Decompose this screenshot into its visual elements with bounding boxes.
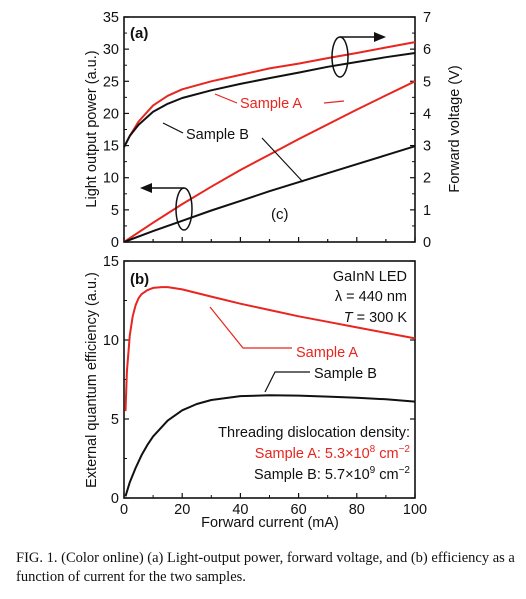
panel-a-right-tick-label: 3 [423,139,431,155]
panel-a-annotation: (c) [271,206,289,223]
panel-a-leader-b-voltage [261,137,304,183]
x-axis-title: Forward current (mA) [201,515,339,531]
panel-a-right-tick-label: 4 [423,106,431,122]
series-line-sample-b-efficiency [124,394,416,497]
panel-b-y-tick-label: 0 [111,491,119,507]
panel-a-leader-a-power [214,93,238,104]
panel-a-left-tick-label: 35 [103,10,119,26]
panel-b-leader-sample-a [209,306,292,349]
panel-a-left-tick-label: 30 [103,42,119,58]
x-tick-label: 60 [291,502,307,518]
series-line-sample-b-light-output-power [123,145,416,243]
series-line-sample-a-light-output-power [123,80,416,243]
panel-a-right-axis-title: Forward voltage (V) [447,65,463,192]
series-line-sample-b-forward-voltage [123,52,416,148]
x-tick-label: 20 [174,502,190,518]
panel-a-leader-a-voltage [323,100,345,104]
panel-b: 0 5 10 15 0 20 40 60 80 100 (b) External quantum… [84,254,427,531]
panel-b-y-tick-label: 10 [103,333,119,349]
panel-a-legend-sample-b: Sample B [186,127,249,143]
tdd-sample-a: Sample A: 5.3×108 cm−2 [255,444,411,462]
panel-a-legend-sample-a: Sample A [240,96,302,112]
figure: 0 5 10 15 20 25 30 35 0 1 2 3 4 5 6 7 (a) (c) Light ou… [84,10,463,531]
panel-a-left-tick-label: 15 [103,139,119,155]
wavelength-label: λ = 440 nm [335,289,407,305]
panel-a-right-tick-label: 2 [423,171,431,187]
panel-a-left-axis-ticks: 0 5 10 15 20 25 30 35 [103,10,129,251]
x-tick-label: 100 [403,502,427,518]
panel-a-label: (a) [130,25,148,42]
left-axis-indicator-arrow [140,183,193,231]
series-line-sample-a-forward-voltage [123,41,416,148]
figure-caption: FIG. 1. (Color online) (a) Light-output … [16,550,515,585]
temperature-label: T = 300 K [344,310,408,326]
panel-b-label: (b) [130,271,149,288]
panel-b-series [124,286,416,497]
panel-b-x-axis-ticks: 0 20 40 60 80 100 [120,493,427,518]
tdd-sample-b: Sample B: 5.7×109 cm−2 [254,465,410,483]
panel-a-x-axis-ticks [123,237,416,242]
panel-b-leader-sample-b [264,371,310,393]
panel-a-left-tick-label: 10 [103,171,119,187]
tdd-title: Threading dislocation density: [218,425,410,441]
panel-a-right-tick-label: 6 [423,42,431,58]
panel-a-right-axis-ticks: 0 1 2 3 4 5 6 7 [410,10,431,251]
panel-a-leader-b-power [162,122,184,134]
panel-b-y-axis-title: External quantum efficiency (a.u.) [84,272,100,488]
panel-a-right-tick-label: 0 [423,235,431,251]
panel-b-y-tick-label: 15 [103,254,119,270]
panel-a-left-axis-title: Light output power (a.u.) [84,50,100,207]
panel-b-y-tick-label: 5 [111,412,119,428]
panel-a-left-tick-label: 20 [103,106,119,122]
panel-a-left-tick-label: 0 [111,235,119,251]
right-axis-indicator-arrow [331,32,386,78]
panel-a-right-tick-label: 1 [423,203,431,219]
panel-b-legend-sample-b: Sample B [314,366,377,382]
panel-a-left-tick-label: 25 [103,74,119,90]
panel-a-series [123,41,416,243]
panel-a-right-tick-label: 7 [423,10,431,26]
panel-b-y-axis-ticks: 0 5 10 15 [103,254,415,507]
x-tick-label: 40 [232,502,248,518]
x-tick-label: 0 [120,502,128,518]
panel-b-legend-sample-a: Sample A [296,345,358,361]
panel-a-left-tick-label: 5 [111,203,119,219]
material-label: GaInN LED [333,269,407,285]
x-tick-label: 80 [349,502,365,518]
panel-a: 0 5 10 15 20 25 30 35 0 1 2 3 4 5 6 7 (a) (c) Light ou… [84,10,463,251]
panel-a-right-tick-label: 5 [423,74,431,90]
series-line-sample-a-efficiency [124,286,416,412]
